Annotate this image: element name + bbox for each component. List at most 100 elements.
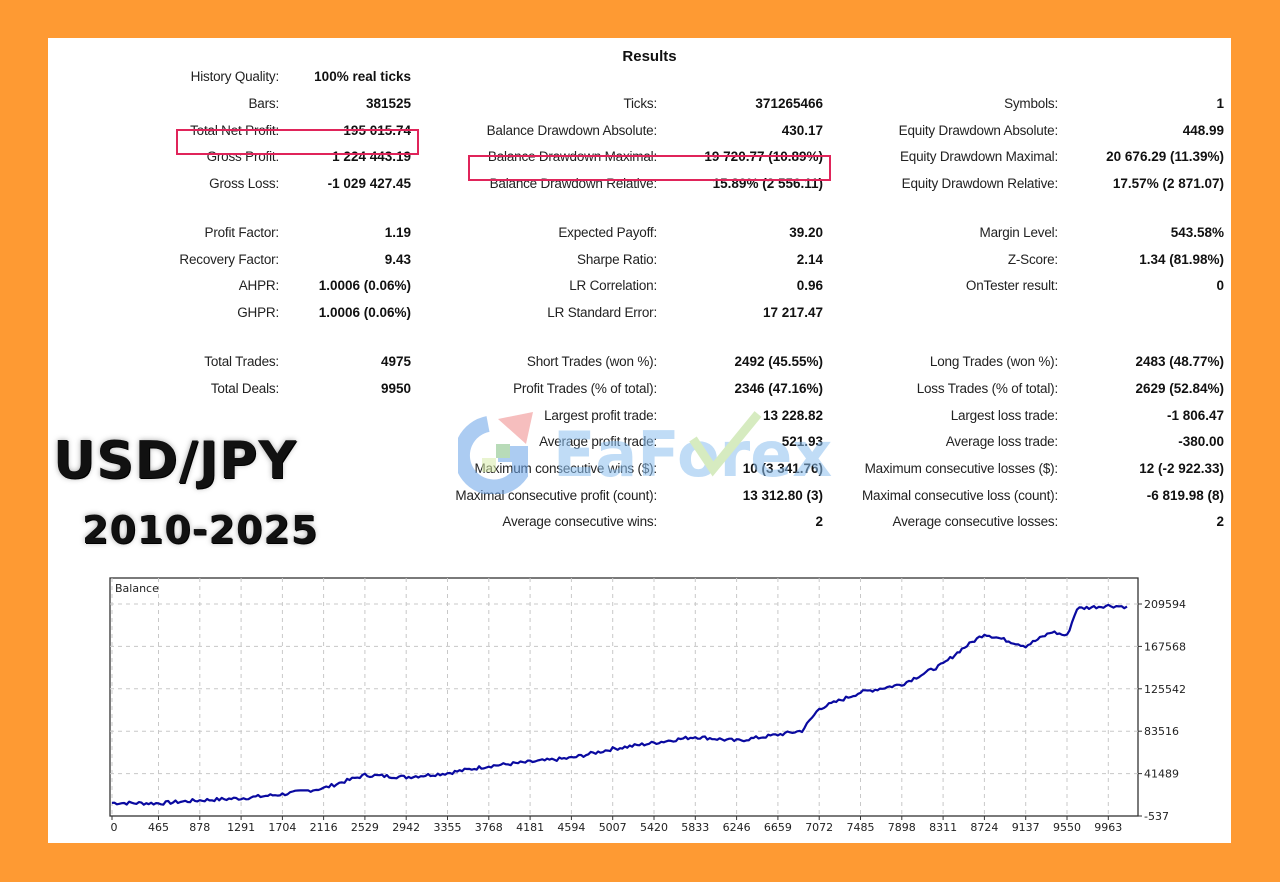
y-tick-label: 209594	[1144, 598, 1186, 611]
stat-row: Average loss trade: -380.00	[48, 431, 1231, 453]
stat-value: 13 312.80 (3)	[742, 488, 823, 503]
x-tick-label: 2529	[351, 821, 379, 834]
stat-value: 1.19	[384, 225, 411, 240]
x-tick-label: 465	[148, 821, 169, 834]
stat-value: 17.57% (2 871.07)	[1112, 176, 1224, 191]
stat-value: 0.96	[796, 278, 823, 293]
x-tick-label: 4594	[557, 821, 585, 834]
highlight-total-net-profit	[176, 129, 419, 155]
stat-value: -6 819.98 (8)	[1146, 488, 1224, 503]
results-panel: Results History Quality: 100% real ticks B…	[48, 38, 1231, 843]
stat-label: Sharpe Ratio:	[577, 252, 657, 267]
x-tick-label: 7485	[847, 821, 875, 834]
stat-label: History Quality:	[190, 69, 280, 84]
stat-value: 1.0006 (0.06%)	[318, 278, 411, 293]
stat-value: 0	[1216, 278, 1224, 293]
x-tick-label: 3355	[434, 821, 462, 834]
stat-value: 1	[1216, 96, 1224, 111]
stat-label: LR Standard Error:	[547, 305, 657, 320]
x-tick-label: 2942	[392, 821, 420, 834]
stat-value: 2	[815, 514, 823, 529]
stat-row: Margin Level: 543.58%	[48, 222, 1231, 244]
x-tick-label: 878	[189, 821, 210, 834]
stat-label: Average loss trade:	[945, 434, 1058, 449]
stat-row: LR Correlation: 0.96	[48, 275, 1231, 297]
stat-row: Maximum consecutive losses ($): 12 (-2 92…	[48, 458, 1231, 480]
stat-row: Long Trades (won %): 2483 (48.77%)	[48, 351, 1231, 373]
stat-label: Recovery Factor:	[179, 252, 279, 267]
x-tick-label: 3768	[475, 821, 503, 834]
stat-value: 521.93	[781, 434, 823, 449]
stat-row: Expected Payoff: 39.20	[48, 222, 1231, 244]
balance-chart: 0 465 878 1291 1704 2116 2529 2942 3355 3768 4181 4…	[109, 577, 1186, 834]
stat-label: Loss Trades (% of total):	[916, 381, 1059, 396]
stat-label: Profit Trades (% of total):	[513, 381, 657, 396]
pair-title: USD/JPY	[53, 431, 297, 491]
stat-row: Equity Drawdown Maximal: 20 676.29 (11.39…	[48, 146, 1231, 168]
stat-label: Balance Drawdown Absolute:	[486, 123, 658, 138]
stat-row: GHPR: 1.0006 (0.06%)	[48, 302, 1231, 324]
stat-label: GHPR:	[237, 305, 279, 320]
stat-row: Bars: 381525	[48, 93, 1231, 115]
stat-row: Profit Trades (% of total): 2346 (47.16%)	[48, 378, 1231, 400]
stat-value: 20 676.29 (11.39%)	[1106, 149, 1224, 164]
stat-value: 371265466	[755, 96, 823, 111]
stat-label: Maximal consecutive loss (count):	[862, 488, 1058, 503]
stat-row: Ticks: 371265466	[48, 93, 1231, 115]
stat-row: Maximal consecutive loss (count): -6 819.…	[48, 485, 1231, 507]
stat-value: 2	[1216, 514, 1224, 529]
stat-label: Long Trades (won %):	[929, 354, 1058, 369]
stat-row: Balance Drawdown Absolute: 430.17	[48, 120, 1231, 142]
y-tick-label: -537	[1144, 810, 1169, 823]
x-tick-label: 1704	[268, 821, 296, 834]
stat-label: Gross Profit:	[206, 149, 280, 164]
stat-value: 2629 (52.84%)	[1135, 381, 1224, 396]
stat-label: Expected Payoff:	[558, 225, 657, 240]
stat-label: Bars:	[248, 96, 279, 111]
x-tick-label: 2116	[310, 821, 338, 834]
stat-label: LR Correlation:	[569, 278, 657, 293]
y-tick-label: 83516	[1144, 725, 1179, 738]
stat-row: Largest profit trade: 13 228.82	[48, 405, 1231, 427]
stat-row: Recovery Factor: 9.43	[48, 249, 1231, 271]
stat-label: Average consecutive losses:	[892, 514, 1059, 529]
stat-value: -1 029 427.45	[327, 176, 411, 191]
stat-value: 4975	[380, 354, 411, 369]
stat-row: Average consecutive wins: 2	[48, 511, 1231, 533]
stat-row: Profit Factor: 1.19	[48, 222, 1231, 244]
x-tick-label: 6659	[764, 821, 792, 834]
stat-label: Symbols:	[1004, 96, 1058, 111]
x-tick-label: 5007	[599, 821, 627, 834]
stat-row: Sharpe Ratio: 2.14	[48, 249, 1231, 271]
stat-row: AHPR: 1.0006 (0.06%)	[48, 275, 1231, 297]
stat-label: Gross Loss:	[209, 176, 279, 191]
stat-row: Largest loss trade: -1 806.47	[48, 405, 1231, 427]
stat-label: Total Deals:	[210, 381, 279, 396]
stat-label: AHPR:	[238, 278, 279, 293]
stat-value: 2346 (47.16%)	[734, 381, 823, 396]
stat-label: Equity Drawdown Relative:	[901, 176, 1059, 191]
stat-label: Z-Score:	[1007, 252, 1058, 267]
stat-value: 430.17	[781, 123, 823, 138]
stat-label: Margin Level:	[979, 225, 1059, 240]
stat-row: Short Trades (won %): 2492 (45.55%)	[48, 351, 1231, 373]
chart-title: Balance	[115, 582, 159, 595]
stat-value: 1 224 443.19	[332, 149, 411, 164]
stat-label: Largest loss trade:	[950, 408, 1058, 423]
y-tick-label: 167568	[1144, 640, 1186, 653]
x-tick-label: 6246	[723, 821, 751, 834]
stat-label: Ticks:	[623, 96, 657, 111]
x-tick-label: 4181	[516, 821, 544, 834]
stat-label: OnTester result:	[965, 278, 1058, 293]
y-tick-label: 125542	[1144, 683, 1186, 696]
stat-value: -1 806.47	[1166, 408, 1224, 423]
stat-value: 543.58%	[1170, 225, 1224, 240]
x-tick-label: 5833	[681, 821, 709, 834]
stat-label: Average consecutive wins:	[502, 514, 657, 529]
x-tick-label: 0	[111, 821, 118, 834]
stat-value: 9950	[380, 381, 411, 396]
stat-label: Total Trades:	[204, 354, 279, 369]
stat-value: 100% real ticks	[314, 69, 411, 84]
stat-row: LR Standard Error: 17 217.47	[48, 302, 1231, 324]
stat-label: Maximum consecutive losses ($):	[864, 461, 1059, 476]
